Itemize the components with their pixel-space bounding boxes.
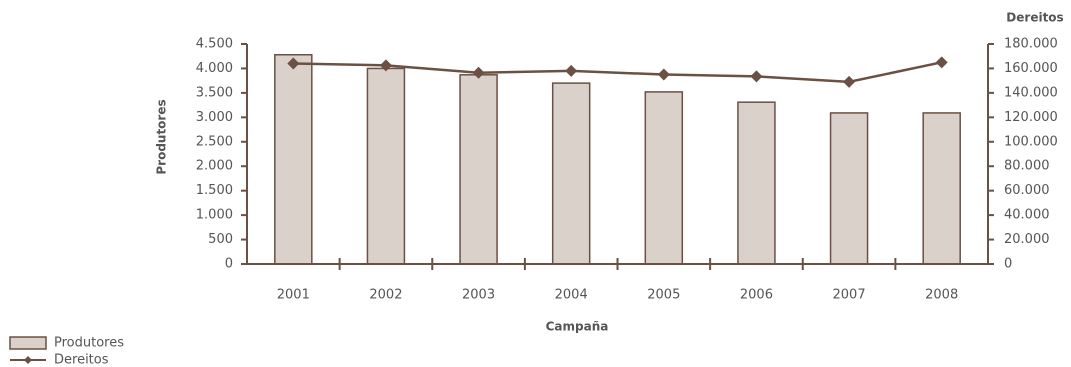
legend-swatch — [9, 336, 47, 350]
y2-tick-label: 20.000 — [1004, 232, 1050, 247]
x-tick-label: 2003 — [462, 288, 495, 303]
marker — [657, 68, 670, 81]
x-tick-label: 2007 — [833, 288, 866, 303]
y-tick-label: 3.000 — [196, 110, 233, 125]
bar — [459, 74, 498, 265]
marker — [379, 59, 392, 72]
y-tick-label: 1.000 — [196, 208, 233, 223]
y-tick-label: 4.000 — [196, 61, 233, 76]
x-tick-label: 2008 — [925, 288, 958, 303]
y-tick-label: 4.500 — [196, 37, 233, 52]
legend-marker — [24, 356, 32, 364]
y-tick-label: 2.500 — [196, 134, 233, 149]
line — [293, 61, 942, 84]
y-tick-label: 1.500 — [196, 183, 233, 198]
legend-label: Dereitos — [54, 353, 109, 367]
marker — [565, 64, 578, 77]
y-tick-label: 0 — [225, 257, 233, 272]
y2-tick-label: 40.000 — [1004, 208, 1050, 223]
marker — [935, 56, 948, 69]
bar — [737, 101, 776, 265]
marker — [287, 57, 300, 70]
y2-tick-label: 140.000 — [1004, 85, 1058, 100]
bar — [551, 82, 591, 265]
y2-tick-label: 120.000 — [1004, 110, 1058, 125]
legend-label: Produtores — [54, 336, 124, 351]
marker — [472, 66, 485, 79]
y2-tick-label: 80.000 — [1004, 159, 1050, 174]
y2-axis-title: Dereitos — [1006, 11, 1063, 25]
bar — [366, 67, 406, 265]
y-tick-label: 500 — [208, 232, 233, 247]
x-tick-label: 2006 — [740, 288, 773, 303]
x-tick-label: 2002 — [369, 288, 402, 303]
x-tick-label: 2005 — [647, 288, 680, 303]
marker — [750, 70, 763, 83]
x-tick-label: 2001 — [277, 288, 310, 303]
y2-tick-label: 60.000 — [1004, 183, 1050, 198]
y2-tick-label: 0 — [1004, 257, 1012, 272]
y2-tick-label: 100.000 — [1004, 134, 1058, 149]
marker — [843, 75, 856, 88]
y2-tick-label: 160.000 — [1004, 61, 1058, 76]
x-axis-title: Campaña — [546, 320, 609, 334]
y2-tick-label: 180.000 — [1004, 37, 1058, 52]
y-tick-label: 2.000 — [196, 159, 233, 174]
y-axis-title: Produtores — [155, 99, 169, 174]
bar — [829, 112, 869, 265]
y-tick-label: 3.500 — [196, 85, 233, 100]
bar — [922, 112, 961, 265]
bar — [644, 91, 684, 265]
bar — [274, 54, 313, 265]
x-tick-label: 2004 — [555, 288, 588, 303]
